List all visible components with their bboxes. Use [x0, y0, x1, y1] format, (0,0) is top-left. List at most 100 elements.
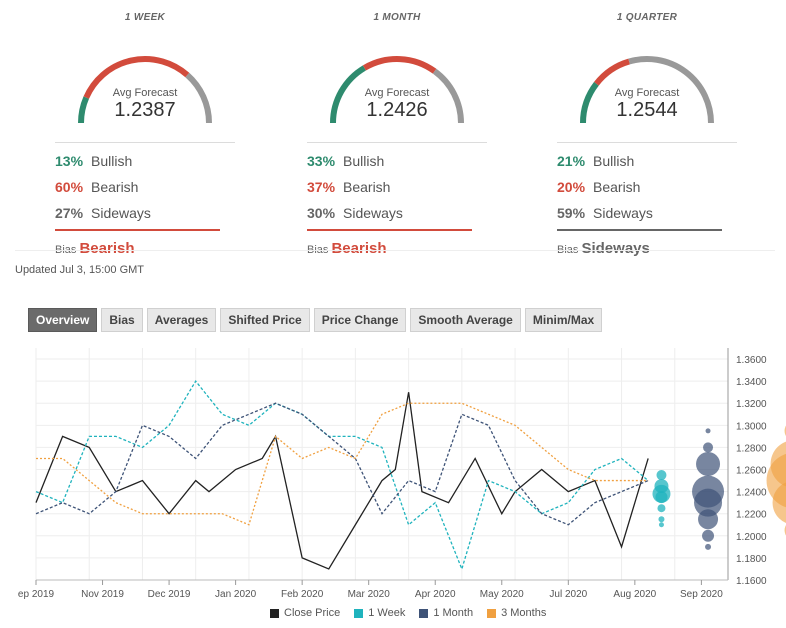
legend-label: Close Price	[284, 607, 341, 619]
sideways-label: Sideways	[593, 205, 653, 221]
sideways-row: 59% Sideways	[557, 205, 737, 223]
legend-label: 3 Months	[501, 607, 547, 619]
y-tick-label: 1.3400	[736, 377, 767, 388]
bearish-label: Bearish	[91, 179, 139, 195]
forecast-bubble	[705, 428, 711, 434]
bearish-row: 60% Bearish	[55, 179, 235, 197]
bearish-row: 20% Bearish	[557, 179, 737, 197]
bullish-row: 33% Bullish	[307, 153, 487, 171]
sideways-row: 27% Sideways	[55, 205, 235, 223]
x-tick-label: Feb 2020	[281, 589, 324, 600]
bearish-row: 37% Bearish	[307, 179, 487, 197]
forecast-bubble	[655, 491, 668, 504]
gauge-segment-gray	[185, 72, 212, 124]
legend-item-3-months[interactable]: 3 Months	[487, 607, 546, 619]
sideways-label: Sideways	[91, 205, 151, 221]
legend-swatch	[354, 608, 364, 618]
bearish-pct: 60%	[55, 179, 84, 195]
legend-swatch	[270, 608, 279, 618]
forecast-panel-quarter: 1 QUARTER Avg Forecast 1.2544 21% Bullish…	[557, 0, 737, 257]
legend-item-1-month[interactable]: 1 Month	[419, 607, 473, 619]
x-tick-label: May 2020	[480, 589, 524, 600]
forecast-gauge: Avg Forecast 1.2426	[307, 23, 487, 124]
x-tick-label: ep 2019	[18, 589, 55, 600]
y-tick-label: 1.2800	[736, 443, 767, 454]
legend-label: 1 Week	[368, 607, 406, 619]
series-line-1-month	[35, 402, 649, 526]
bullish-pct: 33%	[307, 153, 336, 169]
legend-swatch	[419, 608, 429, 618]
forecast-gauge: Avg Forecast 1.2544	[557, 23, 737, 124]
gauge-segment-gray	[628, 56, 714, 124]
forecast-bubble	[658, 522, 664, 528]
avg-forecast-label: Avg Forecast	[112, 87, 178, 99]
bullish-pct: 13%	[55, 153, 84, 169]
y-tick-label: 1.3000	[736, 421, 767, 432]
gauge-segment-green	[580, 81, 599, 124]
sideways-pct: 59%	[557, 205, 586, 221]
bias-indicator: Bias Sideways	[557, 240, 737, 257]
x-tick-label: Jan 2020	[215, 589, 257, 600]
legend-label: 1 Month	[433, 607, 474, 619]
sideways-label: Sideways	[343, 205, 403, 221]
forecast-panel-month: 1 MONTH Avg Forecast 1.2426 33% Bullish 3…	[307, 0, 487, 257]
x-tick-label: Nov 2019	[81, 589, 124, 600]
x-tick-label: Jul 2020	[549, 589, 587, 600]
forecast-gauge: Avg Forecast 1.2387	[55, 23, 235, 124]
forecast-bubble	[698, 509, 719, 530]
y-tick-label: 1.2400	[736, 488, 767, 499]
legend-item-close-price[interactable]: Close Price	[270, 607, 340, 619]
tab-shifted-price[interactable]: Shifted Price	[220, 308, 310, 332]
bias-value: Bearish	[331, 240, 387, 257]
bullish-label: Bullish	[343, 153, 385, 169]
bullish-label: Bullish	[91, 153, 133, 169]
bias-underline	[55, 229, 220, 231]
chart-tabs: Overview Bias Averages Shifted Price Price C…	[28, 308, 603, 332]
tab-overview[interactable]: Overview	[28, 308, 98, 332]
legend-swatch	[487, 608, 497, 618]
bullish-pct: 21%	[557, 153, 586, 169]
x-tick-label: Aug 2020	[613, 589, 656, 600]
forecast-bubble	[694, 488, 723, 517]
bias-indicator: Bias Bearish	[307, 240, 487, 257]
forecast-bubble	[772, 482, 786, 523]
gauge-segment-green	[78, 96, 90, 124]
bias-indicator: Bias Bearish	[55, 240, 235, 257]
period-label: 1 MONTH	[373, 12, 421, 23]
y-tick-label: 1.3600	[736, 355, 767, 366]
gauge-segment-green	[330, 65, 367, 124]
period-label: 1 QUARTER	[616, 12, 678, 23]
divider	[15, 250, 775, 251]
avg-forecast-label: Avg Forecast	[364, 87, 430, 99]
chart-legend: Close Price 1 Week 1 Month 3 Months	[270, 607, 546, 619]
forecast-bubble	[702, 529, 715, 542]
bearish-label: Bearish	[593, 179, 641, 195]
tab-price-change[interactable]: Price Change	[313, 308, 407, 332]
gauge-segment-red	[594, 58, 631, 86]
tab-averages[interactable]: Averages	[146, 308, 217, 332]
series-line-close-price	[35, 392, 649, 570]
y-tick-label: 1.2200	[736, 510, 767, 521]
bearish-pct: 20%	[557, 179, 586, 195]
bias-underline	[557, 229, 722, 231]
forecast-bubble	[696, 452, 721, 476]
forecast-bubble	[656, 470, 667, 481]
y-tick-label: 1.1800	[736, 554, 767, 565]
forecast-bubble	[658, 516, 665, 523]
divider	[55, 142, 235, 143]
avg-forecast-value: 1.2544	[616, 99, 678, 121]
tab-bias[interactable]: Bias	[101, 308, 143, 332]
bullish-label: Bullish	[593, 153, 635, 169]
updated-timestamp: Updated Jul 3, 15:00 GMT	[15, 264, 145, 276]
forecast-bubble	[657, 504, 666, 513]
tab-smooth-average[interactable]: Smooth Average	[410, 308, 521, 332]
bearish-label: Bearish	[343, 179, 391, 195]
divider	[307, 142, 487, 143]
legend-item-1-week[interactable]: 1 Week	[354, 607, 405, 619]
tab-minim-max[interactable]: Minim/Max	[524, 308, 603, 332]
gauge-segment-gray	[432, 68, 464, 124]
y-tick-label: 1.1600	[736, 576, 767, 587]
series-line-1-week	[35, 380, 649, 571]
avg-forecast-value: 1.2387	[114, 99, 176, 121]
forecast-panel-week: 1 WEEK Avg Forecast 1.2387 13% Bullish 60…	[55, 0, 235, 257]
